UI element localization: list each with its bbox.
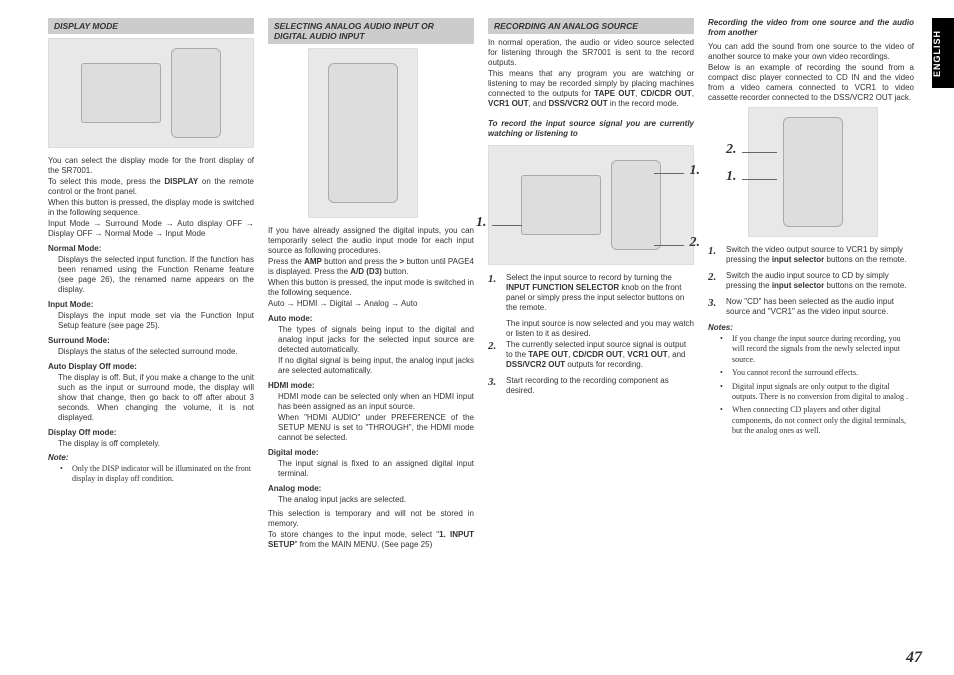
step-item: Switch the audio input source to CD by s… xyxy=(708,271,914,291)
subheading-record-current: To record the input source signal you ar… xyxy=(488,119,694,139)
body-text: To store changes to the input mode, sele… xyxy=(268,530,474,550)
callout-1-left: 1. xyxy=(476,215,487,231)
page-number: 47 xyxy=(906,649,922,667)
column-display-mode: DISPLAY MODE You can select the display … xyxy=(48,18,254,551)
note-item: Digital input signals are only output to… xyxy=(724,382,914,403)
mode-body: If no digital signal is being input, the… xyxy=(268,356,474,376)
body-text: You can select the display mode for the … xyxy=(48,156,254,176)
step-item: Start recording to the recording compone… xyxy=(488,376,694,396)
mode-body: Displays the status of the selected surr… xyxy=(48,347,254,357)
mode-label: HDMI mode: xyxy=(268,381,474,391)
header-display-mode: DISPLAY MODE xyxy=(48,18,254,34)
illustration-mixed-source: 2. 1. xyxy=(748,107,878,237)
notes-heading: Notes: xyxy=(708,323,914,333)
body-text: You can add the sound from one source to… xyxy=(708,42,914,62)
body-text: If you have already assigned the digital… xyxy=(268,226,474,256)
mode-body: The display is off completely. xyxy=(48,439,254,449)
callout-2: 2. xyxy=(726,142,737,158)
callout-1: 1. xyxy=(726,169,737,185)
step-item: Now "CD" has been selected as the audio … xyxy=(708,297,914,317)
remote-graphic xyxy=(783,117,843,227)
mode-label: Surround Mode: xyxy=(48,336,254,346)
language-tab: ENGLISH xyxy=(932,18,954,88)
mode-label: Digital mode: xyxy=(268,448,474,458)
mode-body: Displays the input mode set via the Func… xyxy=(48,311,254,331)
remote-graphic xyxy=(171,48,221,138)
mode-body: The input signal is fixed to an assigned… xyxy=(268,459,474,479)
step-subtext: The input source is now selected and you… xyxy=(488,319,694,339)
mode-label: Auto Display Off mode: xyxy=(48,362,254,372)
body-text: This means that any program you are watc… xyxy=(488,69,694,109)
mode-body: When "HDMI AUDIO" under PREFERENCE of th… xyxy=(268,413,474,443)
device-graphic xyxy=(81,63,161,123)
note-item: Only the DISP indicator will be illumina… xyxy=(64,464,254,485)
body-text: To select this mode, press the DISPLAY o… xyxy=(48,177,254,197)
header-analog-digital: SELECTING ANALOG AUDIO INPUT OR DIGITAL … xyxy=(268,18,474,44)
body-text: Press the AMP button and press the > but… xyxy=(268,257,474,277)
mode-body: HDMI mode can be selected only when an H… xyxy=(268,392,474,412)
body-text: This selection is temporary and will not… xyxy=(268,509,474,529)
step-item: Select the input source to record by tur… xyxy=(488,273,694,313)
callout-2: 2. xyxy=(690,235,701,251)
steps-list: Switch the video output source to VCR1 b… xyxy=(708,245,914,317)
illustration-record-setup: 1. 1. 2. xyxy=(488,145,694,265)
subheading-mixed-source: Recording the video from one source and … xyxy=(708,18,914,38)
note-item: When connecting CD players and other dig… xyxy=(724,405,914,436)
note-heading: Note: xyxy=(48,453,254,463)
column-recording-analog: RECORDING AN ANALOG SOURCE In normal ope… xyxy=(488,18,694,551)
step-item: The currently selected input source sign… xyxy=(488,340,694,370)
intro-block: You can select the display mode for the … xyxy=(48,156,254,239)
mode-body: The display is off. But, if you make a c… xyxy=(48,373,254,423)
mode-label: Auto mode: xyxy=(268,314,474,324)
column-analog-digital: SELECTING ANALOG AUDIO INPUT OR DIGITAL … xyxy=(268,18,474,551)
body-text: Auto → HDMI → Digital → Analog → Auto xyxy=(268,299,474,309)
note-item: You cannot record the surround effects. xyxy=(724,368,914,378)
step-item: Switch the video output source to VCR1 b… xyxy=(708,245,914,265)
mode-body: The types of signals being input to the … xyxy=(268,325,474,355)
mode-body: The analog input jacks are selected. xyxy=(268,495,474,505)
header-recording-analog: RECORDING AN ANALOG SOURCE xyxy=(488,18,694,34)
mode-body: Displays the selected input function. If… xyxy=(48,255,254,295)
mode-label: Display Off mode: xyxy=(48,428,254,438)
column-recording-mixed: Recording the video from one source and … xyxy=(708,18,914,551)
illustration-remote-display xyxy=(308,48,418,218)
steps-list: Select the input source to record by tur… xyxy=(488,273,694,396)
mode-label: Normal Mode: xyxy=(48,244,254,254)
mode-label: Analog mode: xyxy=(268,484,474,494)
body-text: When this button is pressed, the input m… xyxy=(268,278,474,298)
mode-label: Input Mode: xyxy=(48,300,254,310)
body-text: When this button is pressed, the display… xyxy=(48,198,254,218)
body-text: Input Mode → Surround Mode → Auto displa… xyxy=(48,219,254,239)
body-text: In normal operation, the audio or video … xyxy=(488,38,694,68)
notes-list: Only the DISP indicator will be illumina… xyxy=(48,464,254,485)
body-text: Below is an example of recording the sou… xyxy=(708,63,914,103)
callout-1: 1. xyxy=(690,163,701,179)
notes-list: If you change the input source during re… xyxy=(708,334,914,437)
remote-graphic xyxy=(328,63,398,203)
note-item: If you change the input source during re… xyxy=(724,334,914,365)
illustration-front-panel-remote xyxy=(48,38,254,148)
device-graphic xyxy=(521,175,601,235)
intro-block: If you have already assigned the digital… xyxy=(268,226,474,309)
